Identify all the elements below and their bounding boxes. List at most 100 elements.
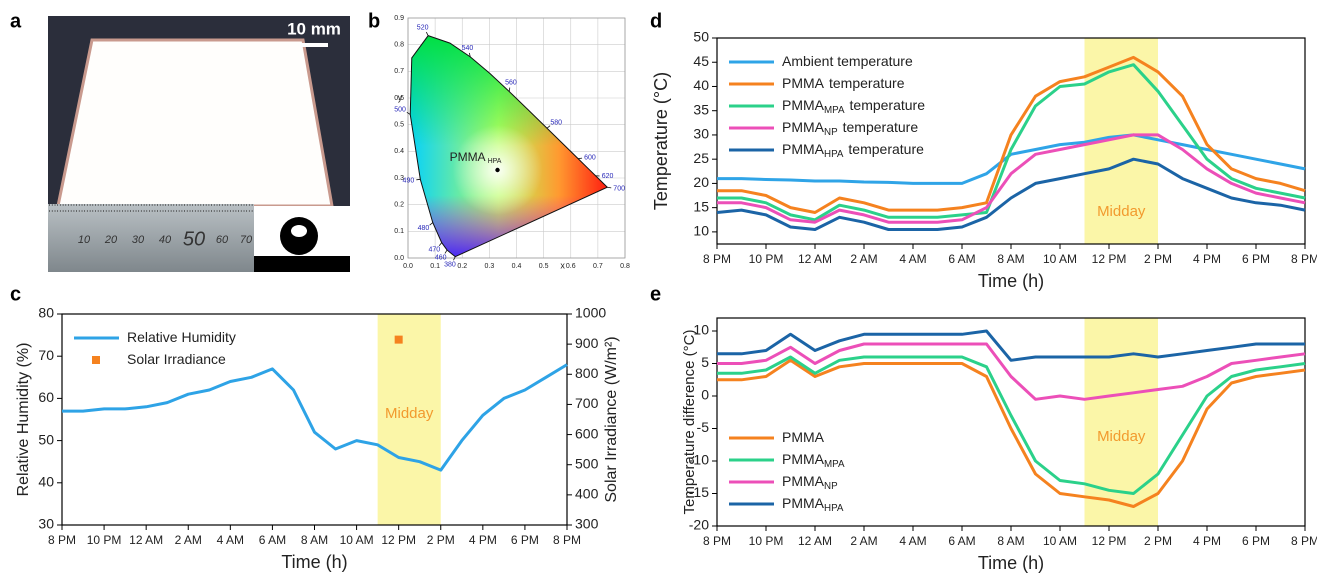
point <box>495 167 500 173</box>
legend-suffix: temperature <box>848 141 924 157</box>
legend-name: PMMA <box>782 495 825 511</box>
y-tick-label: -15 <box>689 484 709 500</box>
ruler-label: 70 <box>240 234 253 246</box>
legend-name: PMMA <box>782 141 825 157</box>
legend-name: PMMA <box>782 473 825 489</box>
legend-label: PMMANP <box>782 473 838 492</box>
point-subscript: HPA <box>488 158 502 165</box>
legend-subscript: NP <box>824 127 838 138</box>
y-tick-label: -10 <box>689 452 709 468</box>
x-tick-label: 10 PM <box>749 252 784 266</box>
spectral-locus <box>409 35 609 258</box>
y-tick-label: 80 <box>38 305 54 321</box>
y2-tick-label: 400 <box>575 486 599 502</box>
chromaticity-fill <box>410 35 608 257</box>
x-tick-label: 10 AM <box>340 533 374 547</box>
series-line <box>716 157 1306 231</box>
series-line <box>717 63 1306 222</box>
wavelength-label: 620 <box>602 173 614 180</box>
highlight-label: Midday <box>1097 203 1146 220</box>
locus-tick <box>546 125 551 129</box>
legend-label: PMMAHPA temperature <box>782 141 924 160</box>
y-tick-label: 0.8 <box>394 42 404 49</box>
locus-tick <box>425 31 429 36</box>
x-tick-label: 6 AM <box>259 533 286 547</box>
wavelength-label: 700 <box>613 185 625 192</box>
legend-label: Solar Irradiance <box>127 351 226 367</box>
x-tick-label: 6 AM <box>948 534 975 548</box>
droplet-highlight <box>291 225 307 237</box>
legend-subscript: MPA <box>824 459 845 470</box>
plot-frame <box>716 37 1306 245</box>
y-axis-title: Relative Humidity (%) <box>15 343 32 497</box>
wavelength-label: 380 <box>444 262 456 269</box>
wavelength-label: 540 <box>462 45 474 52</box>
legend-label: PMMAMPA <box>782 451 845 470</box>
y-axis-title: Temperature (°C) <box>651 72 671 210</box>
wavelength-label: 490 <box>403 177 415 184</box>
y-tick-label: 0.5 <box>394 122 404 129</box>
x-tick-label: 6 PM <box>1242 252 1270 266</box>
x-tick-label: 8 AM <box>997 534 1024 548</box>
locus-tick <box>453 256 456 261</box>
wavelength-label: 560 <box>505 79 517 86</box>
panel-label: b <box>368 10 380 32</box>
series-line <box>717 355 1306 495</box>
substrate <box>254 256 350 272</box>
x-tick-label: 2 PM <box>427 533 455 547</box>
ruler <box>48 204 254 272</box>
locus-tick <box>607 186 612 189</box>
x-tick-label: 6 AM <box>948 252 975 266</box>
legend-suffix: temperature <box>850 97 926 113</box>
locus-tick <box>444 249 448 254</box>
x-tick-label: 10 PM <box>749 534 784 548</box>
panel-label: d <box>650 10 662 32</box>
panel-label: a <box>10 10 22 32</box>
legend-name: PMMA <box>782 429 825 445</box>
x-tick-label: 12 AM <box>798 534 832 548</box>
y-tick-label: 45 <box>693 53 709 69</box>
ruler-ticks <box>48 204 254 212</box>
legend-label: Ambient temperature <box>782 53 913 69</box>
series-line <box>717 133 1306 185</box>
y-tick-label: 30 <box>693 126 709 142</box>
series-line <box>717 133 1306 224</box>
ruler-label: 10 <box>78 234 91 246</box>
y-tick-label: 0 <box>701 387 709 403</box>
legend-label: PMMA temperature <box>782 75 905 91</box>
x-tick-label: 4 AM <box>217 533 244 547</box>
y-tick-label: 10 <box>693 223 709 239</box>
wavelength-label: 460 <box>435 255 447 262</box>
x-tick-label: 0.6 <box>566 263 576 270</box>
x-axis-title: Time (h) <box>978 553 1044 573</box>
x-tick-label: 8 PM <box>48 533 76 547</box>
x-tick-label: 8 AM <box>997 252 1024 266</box>
y2-tick-label: 500 <box>575 455 599 471</box>
legend-label: PMMAMPA temperature <box>782 97 925 116</box>
legend-name: PMMA <box>782 119 825 135</box>
locus-tick <box>438 242 442 247</box>
legend-subscript: NP <box>824 481 838 492</box>
ruler-label: 30 <box>132 234 145 246</box>
y-tick-label: 25 <box>693 150 709 166</box>
x-tick-label: 8 PM <box>553 533 581 547</box>
x-tick-label: 2 PM <box>1144 252 1172 266</box>
legend-name: Ambient temperature <box>782 53 913 69</box>
legend-label: PMMA <box>782 429 825 445</box>
legend-label: PMMANP temperature <box>782 119 918 138</box>
x-tick-label: 0.0 <box>403 263 413 270</box>
legend-suffix: temperature <box>843 119 919 135</box>
highlight-label: Midday <box>1097 428 1146 445</box>
y2-tick-label: 800 <box>575 365 599 381</box>
series-line <box>717 342 1306 401</box>
x-tick-label: 12 PM <box>1092 534 1127 548</box>
plot-frame <box>407 17 626 259</box>
x-tick-label: 2 PM <box>1144 534 1172 548</box>
wavelength-label: 600 <box>584 154 596 161</box>
highlight-label: Midday <box>385 405 434 422</box>
y-tick-label: 50 <box>693 29 709 45</box>
y-axis-title: y <box>398 92 403 102</box>
x-tick-label: 0.7 <box>593 263 603 270</box>
y-tick-label: 70 <box>38 347 54 363</box>
x-tick-label: 8 PM <box>703 252 731 266</box>
